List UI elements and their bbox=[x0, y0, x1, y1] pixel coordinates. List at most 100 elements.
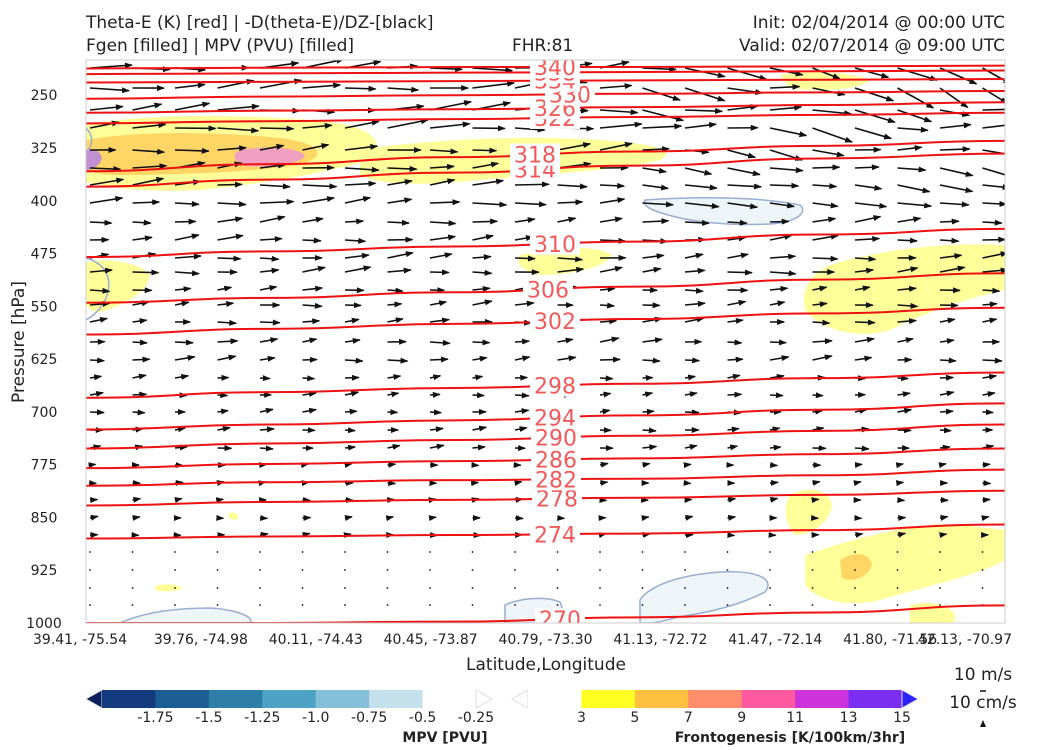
theta-e-label-286: 286 bbox=[535, 449, 577, 474]
reference-vector-vertical: 10 cm/s bbox=[949, 693, 1017, 713]
vector-arrow bbox=[684, 409, 700, 416]
vector-arrow bbox=[217, 255, 242, 262]
vector-arrow bbox=[174, 426, 186, 433]
forecast-hour: FHR:81 bbox=[512, 36, 574, 56]
fgen-colorbar: 3 5 7 9 11 13 15 bbox=[510, 689, 920, 726]
fgen-region-small-mid bbox=[228, 512, 239, 520]
vector-dot bbox=[429, 569, 431, 571]
vector-arrow bbox=[939, 532, 948, 539]
vector-arrow bbox=[769, 496, 779, 503]
vector-arrow bbox=[514, 181, 550, 188]
theta-e-label-bg bbox=[530, 406, 580, 429]
vector-arrow bbox=[472, 355, 488, 362]
vector-dot bbox=[896, 587, 899, 589]
vector-arrow bbox=[642, 218, 670, 225]
colorbar-segment bbox=[369, 690, 424, 708]
vector-arrow bbox=[854, 164, 880, 171]
vector-arrow bbox=[684, 202, 720, 209]
vector-arrow bbox=[557, 199, 584, 206]
vector-arrow bbox=[642, 253, 665, 260]
vector-arrow bbox=[897, 145, 923, 151]
vector-arrow bbox=[727, 444, 739, 451]
vector-arrow bbox=[89, 287, 111, 294]
vector-arrow bbox=[812, 319, 831, 326]
vector-arrow bbox=[259, 407, 274, 414]
vector-dot bbox=[854, 587, 856, 589]
y-tick-label: 625 bbox=[31, 352, 58, 368]
vector-arrow bbox=[514, 392, 530, 399]
vector-arrow bbox=[982, 167, 1005, 176]
vector-arrow bbox=[429, 339, 451, 346]
vector-arrow bbox=[174, 233, 200, 241]
vector-arrow bbox=[217, 392, 229, 399]
vector-arrow bbox=[472, 201, 508, 208]
vector-arrow bbox=[259, 426, 275, 433]
vector-arrow bbox=[642, 146, 671, 153]
vector-arrow bbox=[642, 266, 662, 273]
vector-dot bbox=[131, 569, 134, 571]
vector-arrow bbox=[897, 184, 931, 194]
mpv-region-bottom-left bbox=[119, 607, 252, 623]
vector-arrow bbox=[982, 184, 1005, 191]
vector-arrow bbox=[302, 391, 317, 398]
vector-arrow bbox=[897, 126, 929, 133]
vector-dot bbox=[344, 604, 346, 606]
vector-arrow bbox=[897, 202, 933, 209]
vector-arrow bbox=[472, 269, 493, 276]
fgen-colorbar-title: Frontogenesis [K/100km/3hr] bbox=[675, 730, 905, 746]
vector-arrow bbox=[387, 86, 420, 93]
vector-arrow bbox=[812, 127, 854, 143]
vector-dot bbox=[599, 604, 601, 606]
colorbar-segment bbox=[315, 690, 370, 708]
colorbar-tick-label: -1.0 bbox=[302, 710, 329, 726]
vector-dot bbox=[854, 551, 856, 553]
vector-arrow bbox=[769, 479, 779, 486]
vector-arrow bbox=[514, 480, 523, 487]
vector-arrow bbox=[982, 108, 1005, 111]
vector-arrow bbox=[982, 219, 1003, 226]
vector-arrow bbox=[387, 317, 404, 324]
vector-arrow bbox=[89, 87, 131, 94]
vector-arrow bbox=[812, 255, 839, 262]
vector-dot bbox=[599, 569, 601, 571]
vector-arrow bbox=[387, 165, 418, 172]
vector-dot bbox=[726, 604, 729, 606]
theta-e-label-274: 274 bbox=[534, 523, 576, 548]
vector-arrow bbox=[599, 265, 624, 273]
vector-arrow bbox=[387, 301, 403, 308]
vector-arrow bbox=[259, 531, 269, 538]
vector-arrow bbox=[429, 300, 448, 307]
fgen-region-upper-left-edge bbox=[86, 149, 102, 170]
vector-arrow bbox=[259, 445, 274, 452]
vector-arrow bbox=[217, 338, 239, 345]
vector-arrow bbox=[599, 141, 633, 151]
vector-arrow bbox=[472, 80, 516, 89]
vector-dot bbox=[429, 604, 431, 606]
vector-arrow bbox=[132, 176, 165, 186]
vector-arrow bbox=[812, 233, 839, 241]
vector-dot bbox=[344, 587, 346, 589]
fgen-region-right-bottom-core bbox=[840, 553, 872, 580]
y-tick-label: 550 bbox=[31, 299, 58, 315]
vector-arrow bbox=[854, 67, 890, 79]
vector-arrow bbox=[727, 373, 741, 380]
theta-e-label-282: 282 bbox=[535, 468, 577, 493]
colorbar-extend-left bbox=[510, 689, 529, 709]
vector-dot bbox=[301, 569, 304, 571]
vector-arrow bbox=[472, 254, 492, 261]
theta-e-label-bg bbox=[523, 278, 573, 301]
vector-arrow bbox=[897, 375, 910, 382]
title-line-2: Fgen [filled] | MPV (PVU) [filled] bbox=[86, 36, 355, 56]
vector-arrow bbox=[387, 197, 413, 204]
mpv-region-mid bbox=[643, 196, 804, 226]
mpv-colorbar-title: MPV [PVU] bbox=[402, 730, 487, 746]
vector-dot bbox=[216, 587, 219, 589]
theta-e-label-bg bbox=[510, 143, 560, 166]
theta-e-label-bg bbox=[530, 232, 580, 255]
vector-arrow bbox=[88, 462, 97, 469]
vector-arrow bbox=[684, 357, 701, 364]
vector-arrow bbox=[429, 148, 459, 155]
colorbar-segment bbox=[422, 690, 477, 708]
colorbar-segment bbox=[208, 690, 263, 708]
vector-arrow bbox=[854, 184, 883, 191]
